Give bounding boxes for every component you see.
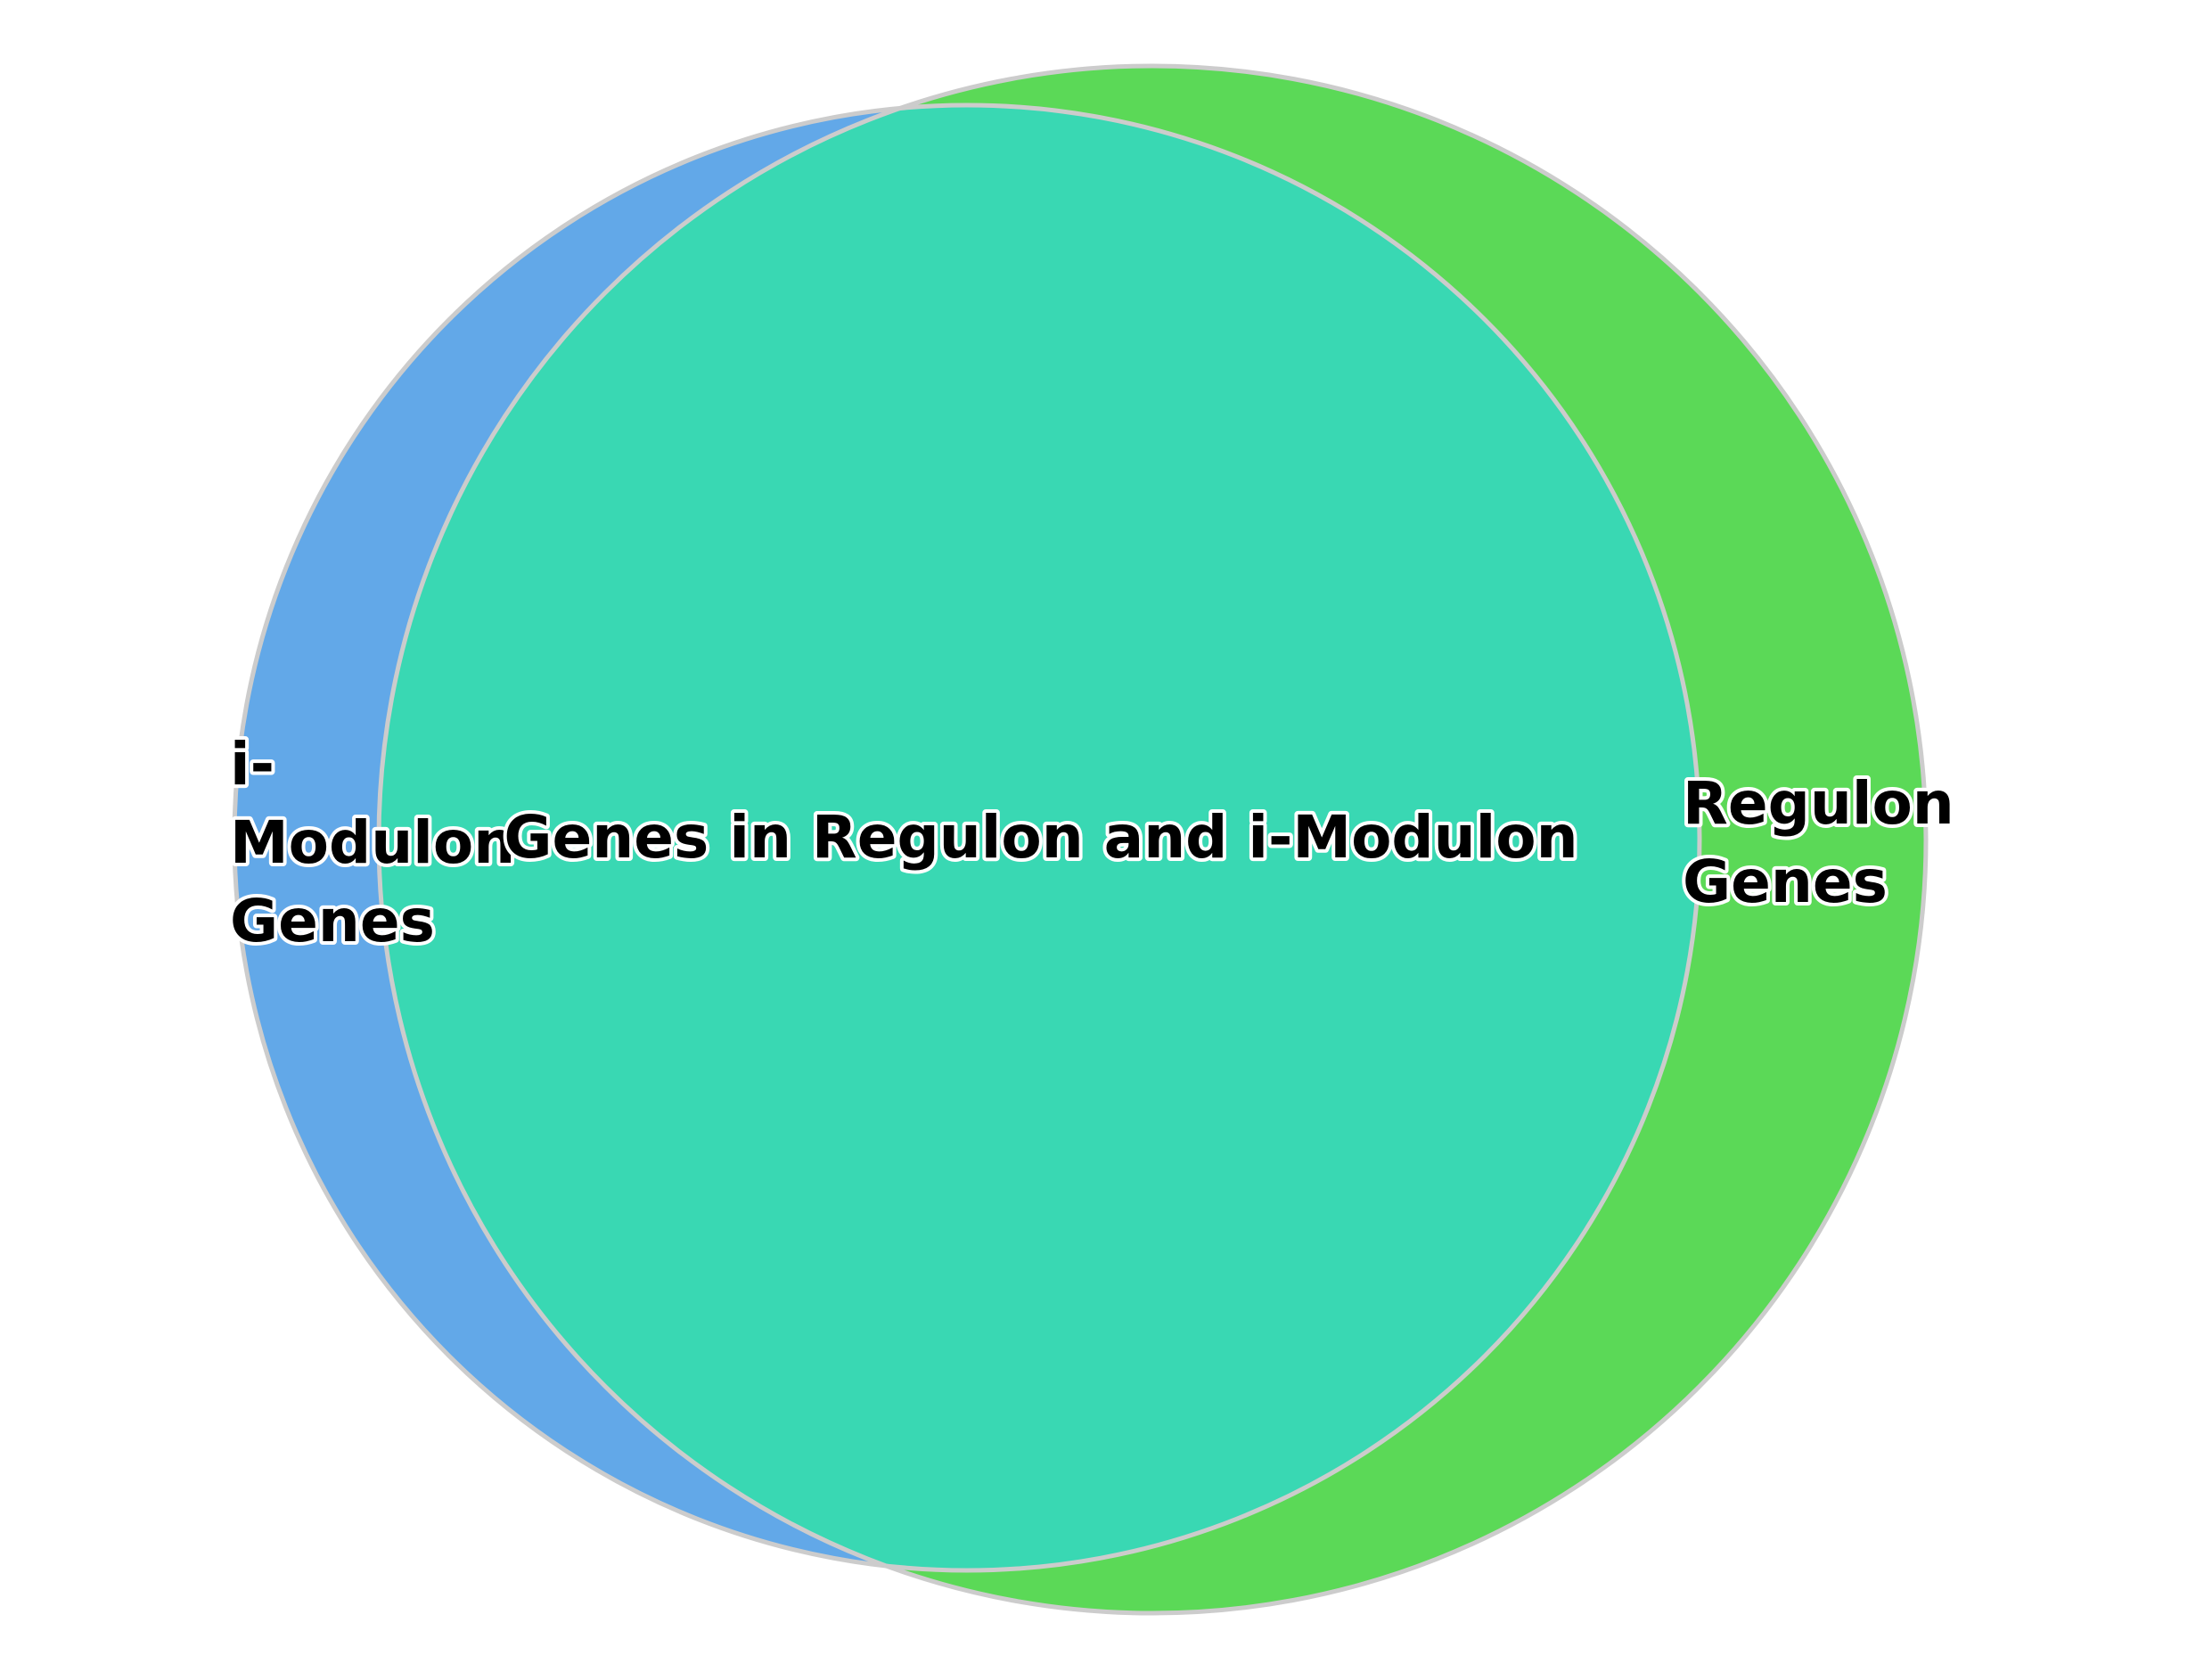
regulon-label-line-2: Genes	[1683, 848, 1888, 916]
intersection-label: Genes in Regulon and i-Modulon	[504, 803, 1577, 872]
imodulon-label-line-3: Genes	[230, 887, 435, 955]
regulon-label-line-1: Regulon	[1683, 769, 1954, 838]
imodulon-label-line-2: Modulon	[230, 808, 515, 877]
imodulon-label-line-1: i-	[230, 730, 274, 799]
